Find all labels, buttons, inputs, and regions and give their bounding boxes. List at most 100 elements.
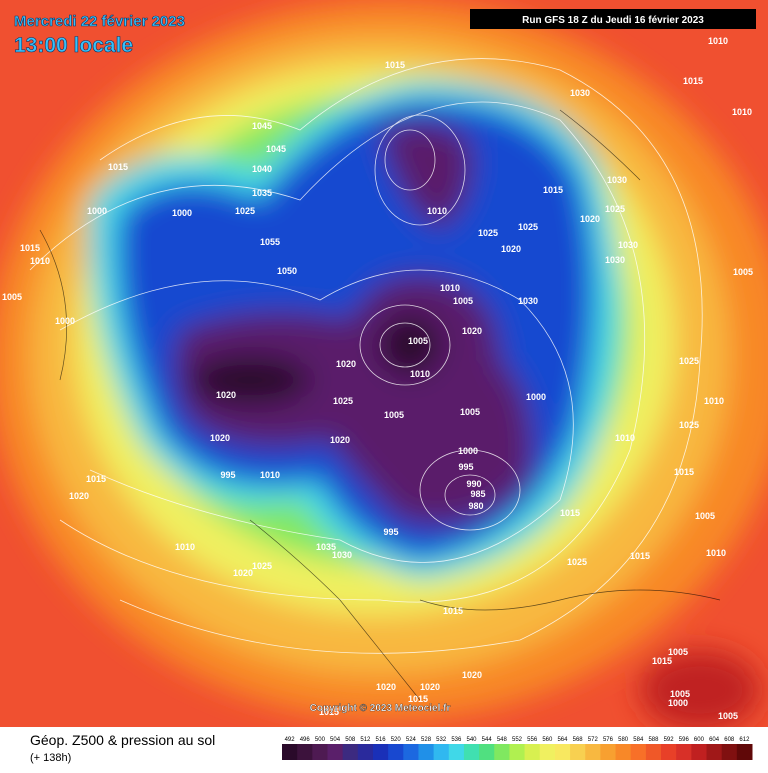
isobar-label: 1010 xyxy=(732,107,752,117)
scale-swatch xyxy=(342,744,359,760)
isobar-label: 1025 xyxy=(605,204,625,214)
scale-label: 504 xyxy=(330,737,341,743)
isobar-label: 1025 xyxy=(235,206,255,216)
isobar-label: 1010 xyxy=(440,283,460,293)
isobar-label: 1045 xyxy=(266,144,286,154)
isobar-label: 1005 xyxy=(733,267,753,277)
isobar-label: 1025 xyxy=(478,228,498,238)
scale-swatch xyxy=(357,744,374,760)
scale-label: 596 xyxy=(679,737,690,743)
isobar-label: 1045 xyxy=(252,121,272,131)
scale-label: 608 xyxy=(724,737,735,743)
color-scale: 492 496 500 504 508 512 516 520 524 528 532 536 540 5… xyxy=(282,737,753,760)
isobar-label: 1005 xyxy=(718,711,738,721)
isobar-label: 1020 xyxy=(501,244,521,254)
isobar-label: 1010 xyxy=(175,542,195,552)
isobar-label: 1020 xyxy=(462,326,482,336)
isobar-label: 1010 xyxy=(30,256,50,266)
scale-swatch xyxy=(554,744,571,760)
isobar-label: 1020 xyxy=(336,359,356,369)
scale-swatch xyxy=(691,744,708,760)
isobar-label: 1025 xyxy=(679,356,699,366)
scale-label: 492 xyxy=(285,737,296,743)
scale-swatch xyxy=(372,744,389,760)
scale-swatch xyxy=(706,744,723,760)
isobar-label: 1020 xyxy=(216,390,236,400)
scale-swatch xyxy=(403,744,419,760)
isobar-label: 1015 xyxy=(108,162,128,172)
footer-title: Géop. Z500 & pression au sol xyxy=(30,732,215,748)
field xyxy=(0,0,768,730)
isobar-label: 1015 xyxy=(543,185,563,195)
isobar-label: 1015 xyxy=(319,707,339,717)
isobar-label: 995 xyxy=(220,470,235,480)
isobar-label: 1005 xyxy=(460,407,480,417)
scale-label: 508 xyxy=(345,737,356,743)
scale-swatch xyxy=(570,744,586,760)
isobar-label: 1020 xyxy=(233,568,253,578)
isobar-label: 1025 xyxy=(252,561,272,571)
isobar-label: 1010 xyxy=(260,470,280,480)
isobar-label: 1005 xyxy=(384,410,404,420)
isobar-label: 990 xyxy=(466,479,481,489)
isobar-label: 1010 xyxy=(427,206,447,216)
scale-swatch xyxy=(312,744,328,760)
isobar-label: 1030 xyxy=(332,550,352,560)
isobar-label: 985 xyxy=(470,489,485,499)
isobar-label: 1020 xyxy=(210,433,230,443)
isobar-label: 1010 xyxy=(615,433,635,443)
isobar-label: 1015 xyxy=(86,474,106,484)
scale-swatch xyxy=(676,744,692,760)
isobar-label: 1005 xyxy=(668,647,688,657)
isobar-label: 1015 xyxy=(683,76,703,86)
isobar-label: 1020 xyxy=(580,214,600,224)
scale-label: 496 xyxy=(300,737,311,743)
isobar-label: 1035 xyxy=(252,188,272,198)
scale-swatch xyxy=(539,744,556,760)
isobar-label: 1030 xyxy=(605,255,625,265)
scale-label: 516 xyxy=(376,737,387,743)
isobar-label: 1025 xyxy=(679,420,699,430)
scale-swatch xyxy=(327,744,344,760)
isobar-label: 1005 xyxy=(453,296,473,306)
isobar-label: 1015 xyxy=(560,508,580,518)
isobar-label: 1015 xyxy=(408,694,428,704)
scale-swatch xyxy=(479,744,495,760)
scale-swatch xyxy=(494,744,510,760)
scale-swatch xyxy=(509,744,526,760)
isobar-label: 995 xyxy=(458,462,473,472)
scale-swatch xyxy=(585,744,601,760)
scale-swatch xyxy=(630,744,647,760)
scale-label: 612 xyxy=(739,737,750,743)
scale-label: 600 xyxy=(694,737,705,743)
isobar-label: 1020 xyxy=(69,491,89,501)
scale-swatch xyxy=(388,744,404,760)
isobar-label: 1010 xyxy=(410,369,430,379)
isobar-label: 1020 xyxy=(420,682,440,692)
isobar-label: 1015 xyxy=(20,243,40,253)
isobar-label: 1015 xyxy=(385,60,405,70)
isobar-label: 1000 xyxy=(172,208,192,218)
isobar-label: 1000 xyxy=(55,316,75,326)
scale-swatch xyxy=(418,744,435,760)
scale-label: 540 xyxy=(467,737,478,743)
scale-label: 544 xyxy=(482,737,493,743)
isobar-label: 980 xyxy=(468,501,483,511)
isobar-label: 1005 xyxy=(670,689,690,699)
scale-label: 552 xyxy=(512,737,523,743)
run-info: Run GFS 18 Z du Jeudi 16 février 2023 xyxy=(522,15,704,26)
scale-swatch xyxy=(736,744,753,760)
scale-swatch xyxy=(297,744,313,760)
scale-label: 524 xyxy=(406,737,417,743)
scale-swatch xyxy=(645,744,662,760)
scale-swatch xyxy=(615,744,632,760)
scale-label: 588 xyxy=(648,737,659,743)
local-time: 13:00 locale xyxy=(14,34,133,57)
scale-label: 500 xyxy=(315,737,326,743)
scale-label: 548 xyxy=(497,737,508,743)
scale-label: 560 xyxy=(542,737,553,743)
isobar-label: 1000 xyxy=(458,446,478,456)
isobar-label: 1015 xyxy=(630,551,650,561)
isobar-label: 1010 xyxy=(704,396,724,406)
